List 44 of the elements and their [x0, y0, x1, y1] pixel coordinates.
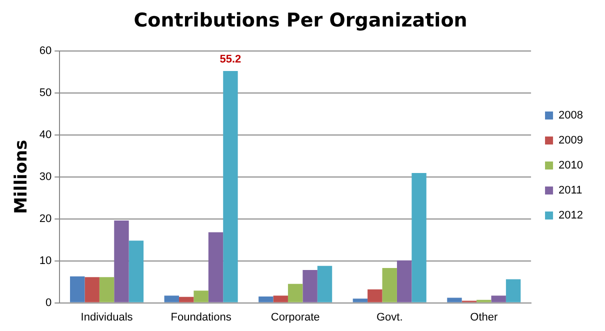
legend-label: 2008 — [558, 110, 584, 122]
bar — [396, 260, 412, 302]
bar — [368, 289, 382, 302]
x-tick-label: Corporate — [270, 311, 320, 324]
bar — [412, 173, 426, 302]
bar — [258, 296, 274, 302]
bar — [317, 266, 332, 302]
y-tick-label: 60 — [39, 44, 52, 57]
legend-label: 2011 — [558, 184, 582, 197]
y-tick-label: 20 — [39, 212, 52, 225]
x-tick-label: Foundations — [170, 311, 232, 324]
y-tick-label: 30 — [39, 170, 52, 183]
bar — [99, 277, 114, 302]
bar — [491, 296, 506, 302]
bar — [70, 276, 85, 302]
bar — [447, 298, 462, 302]
y-tick-label: 40 — [39, 128, 52, 141]
bar — [382, 268, 397, 302]
chart-title: Contributions Per Organization — [134, 9, 468, 32]
bar — [506, 279, 521, 302]
bar — [476, 300, 492, 302]
legend-label: 2012 — [558, 210, 584, 222]
legend-label: 2009 — [558, 134, 584, 147]
data-label: 55.2 — [220, 53, 242, 66]
y-tick-label: 10 — [39, 254, 52, 267]
bar — [84, 277, 100, 302]
bar — [288, 284, 303, 302]
bar — [223, 70, 238, 302]
bar — [114, 220, 129, 302]
x-tick-label: Other — [470, 311, 498, 324]
bar — [208, 232, 224, 302]
bar — [128, 240, 144, 302]
bar — [352, 298, 368, 302]
y-axis-title: Millions — [12, 140, 32, 214]
bar — [164, 296, 179, 302]
x-tick-label: Individuals — [80, 311, 134, 324]
y-tick-label: 50 — [39, 86, 52, 99]
bar — [178, 296, 194, 302]
bar — [194, 290, 208, 302]
x-tick-label: Govt. — [376, 311, 403, 324]
legend-label: 2010 — [558, 160, 584, 172]
y-tick-label: 0 — [46, 296, 52, 309]
bar — [302, 270, 318, 302]
bar — [273, 296, 288, 302]
